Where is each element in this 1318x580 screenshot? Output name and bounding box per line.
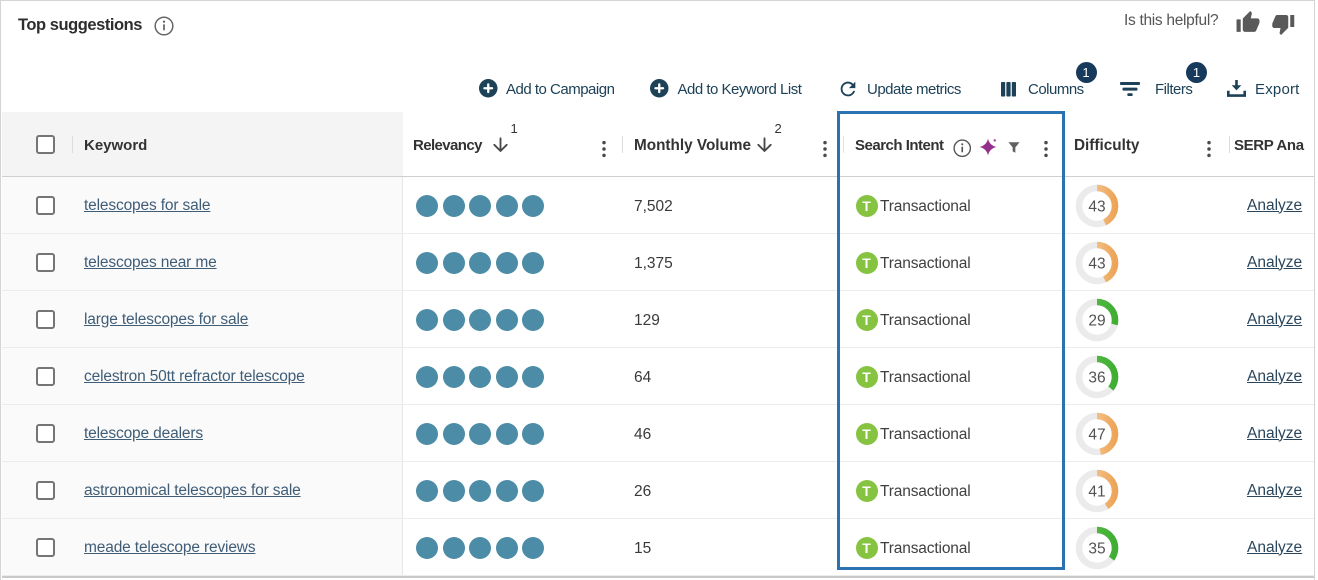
svg-text:43: 43: [1088, 255, 1105, 272]
svg-text:36: 36: [1088, 369, 1105, 386]
svg-text:47: 47: [1088, 426, 1105, 443]
svg-text:43: 43: [1088, 198, 1105, 215]
svg-text:35: 35: [1088, 540, 1105, 557]
svg-text:29: 29: [1088, 312, 1105, 329]
svg-text:41: 41: [1088, 483, 1105, 500]
